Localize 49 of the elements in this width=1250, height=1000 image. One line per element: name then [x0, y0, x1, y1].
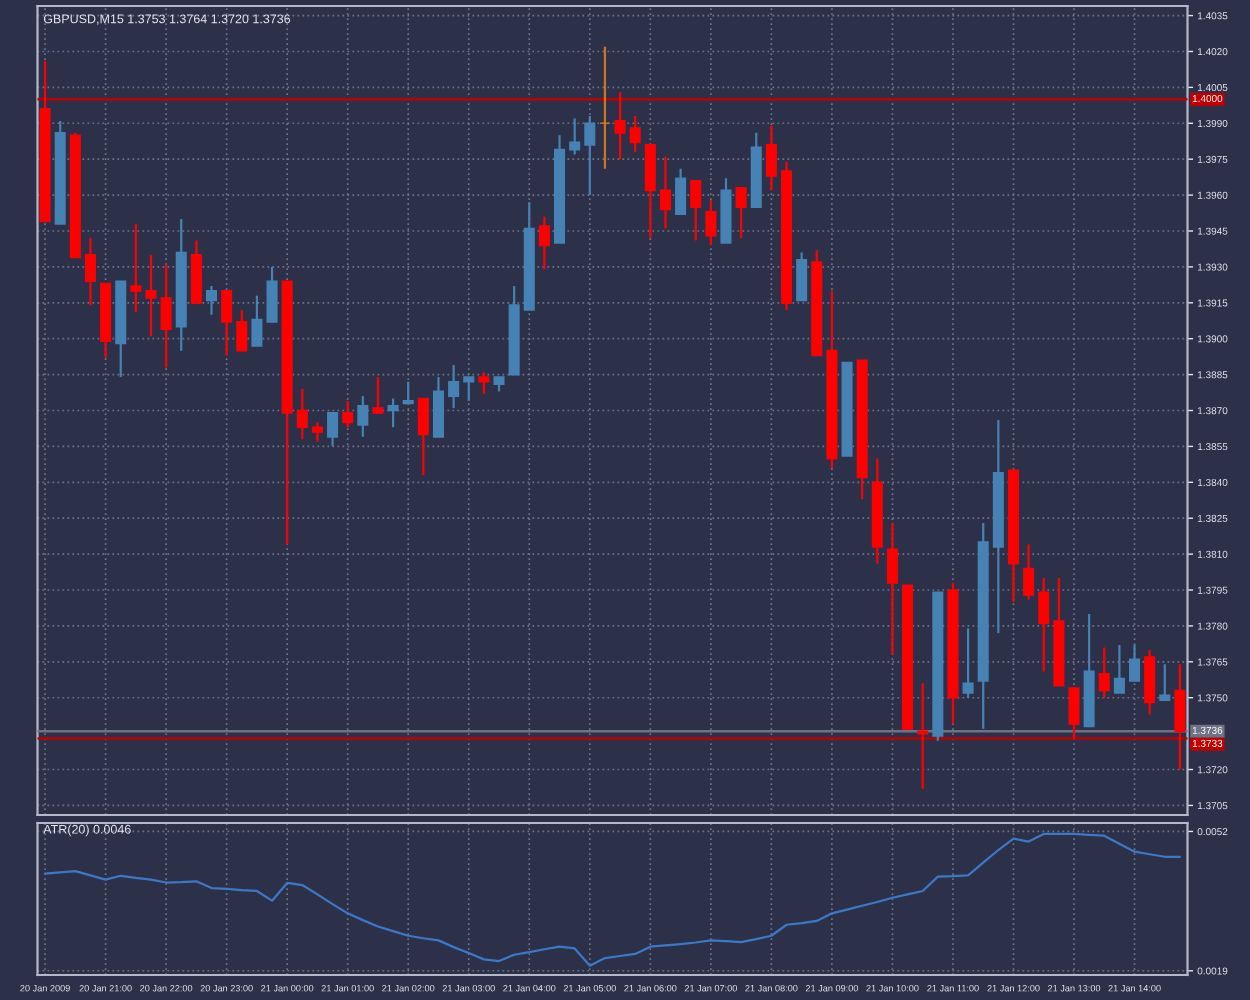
candlestick — [251, 294, 263, 347]
candlestick — [735, 186, 747, 240]
candlestick — [1068, 687, 1080, 740]
candlestick — [236, 308, 248, 352]
candlestick — [296, 387, 308, 441]
candlestick — [886, 521, 898, 656]
candlestick — [448, 363, 460, 410]
candlestick — [1159, 663, 1171, 702]
candlestick — [311, 421, 323, 443]
candlestick — [1174, 663, 1186, 771]
candlestick — [1144, 648, 1156, 716]
candlestick — [130, 222, 142, 314]
candlestick — [160, 263, 172, 369]
candlestick — [629, 114, 641, 154]
candlestick — [84, 237, 96, 307]
candlestick — [962, 627, 974, 699]
candlestick — [1023, 543, 1035, 601]
candlestick — [675, 167, 687, 216]
candlestick — [478, 371, 490, 395]
candlestick — [190, 239, 202, 304]
candlestick — [463, 375, 475, 403]
candlestick — [221, 289, 233, 357]
candlestick — [145, 253, 157, 338]
candlestick — [569, 117, 581, 156]
candlestick — [599, 45, 611, 170]
candlestick — [372, 375, 384, 414]
candlestick — [644, 143, 656, 240]
candlestick — [1113, 643, 1125, 695]
candlestick — [266, 265, 278, 324]
candlestick — [327, 411, 339, 448]
candlestick — [432, 375, 445, 438]
candlestick — [1038, 576, 1050, 673]
candlestick — [357, 395, 369, 438]
candlestick — [538, 215, 550, 271]
candlestick — [796, 251, 808, 302]
candlestick — [917, 682, 929, 790]
candlestick — [705, 198, 717, 247]
candlestick — [1129, 643, 1141, 683]
candlestick — [387, 397, 399, 429]
candlestick — [614, 91, 626, 161]
candlestick — [205, 284, 218, 316]
candlestick — [402, 380, 414, 405]
candlestick — [1098, 646, 1110, 699]
candlestick — [765, 124, 777, 192]
candlestick — [417, 397, 429, 477]
candlestick — [659, 155, 671, 230]
candlestick — [584, 114, 596, 197]
candlestick — [342, 399, 354, 429]
candlestick — [690, 179, 702, 242]
